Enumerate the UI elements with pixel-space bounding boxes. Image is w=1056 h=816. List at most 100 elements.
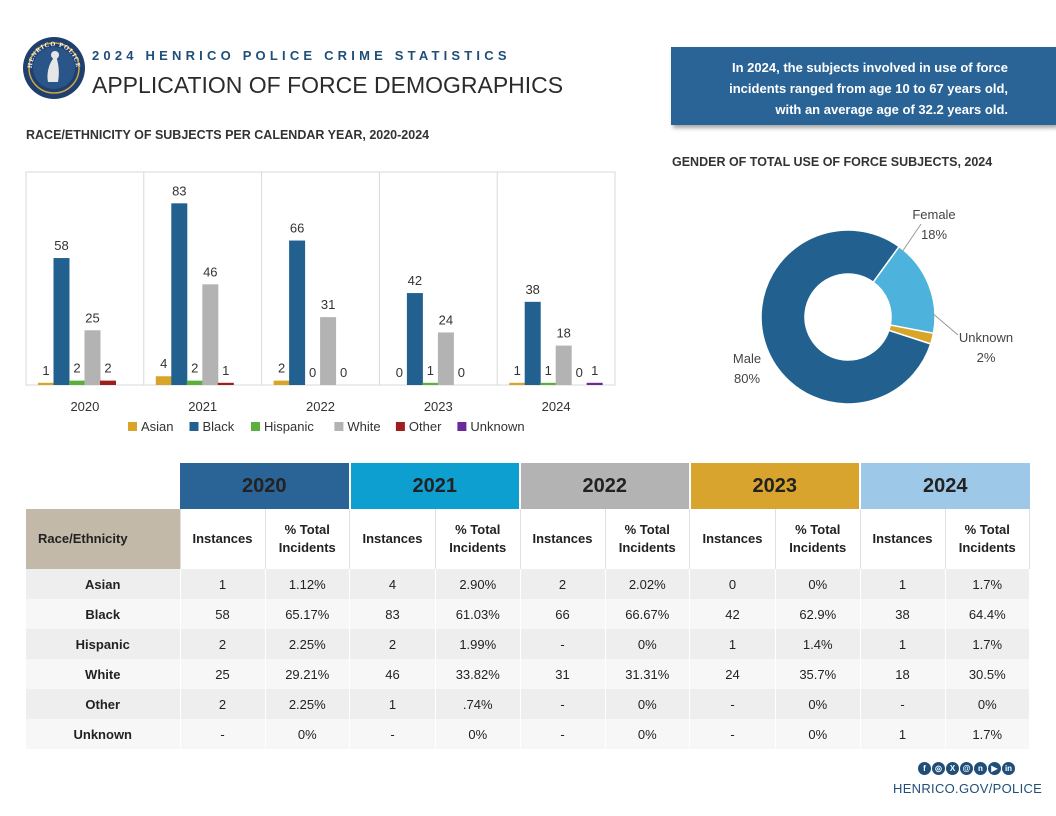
table-cell: 83	[349, 599, 436, 629]
table-cell: -	[689, 719, 776, 749]
bar-value-label: 58	[54, 238, 68, 253]
bar-value-label: 25	[85, 310, 99, 325]
bar-asian-2020	[38, 382, 54, 385]
table-row: Other 2 2.25% 1.74% -0% -0% -0%	[26, 689, 1030, 719]
table-cell: 4	[349, 569, 436, 599]
table-cell: 1.99%	[435, 629, 521, 659]
col-header-pct-total: % Total Incidents	[265, 509, 350, 569]
table-row: Unknown -0% -0% -0% -0% 1 1.7%	[26, 719, 1030, 749]
youtube-icon[interactable]: ▶	[988, 762, 1001, 775]
table-cell: 1.7%	[945, 719, 1030, 749]
table-cell: -	[860, 689, 946, 719]
table-cell: 2.25%	[265, 689, 350, 719]
bar-value-label: 0	[340, 365, 347, 380]
table-cell: 30.5%	[945, 659, 1030, 689]
table-cell: 61.03%	[435, 599, 521, 629]
bar-value-label: 1	[427, 363, 434, 378]
col-header-pct-total: % Total Incidents	[775, 509, 861, 569]
table-cell: -	[689, 689, 776, 719]
website-link[interactable]: HENRICO.GOV/POLICE	[893, 781, 1043, 796]
donut-chart-title: GENDER OF TOTAL USE OF FORCE SUBJECTS, 2…	[672, 155, 993, 169]
x-tick-label: 2023	[424, 399, 453, 414]
leader-line	[930, 311, 959, 336]
table-cell: 62.9%	[775, 599, 861, 629]
bar-value-label: 2	[278, 361, 285, 376]
bar-black-2021	[171, 203, 188, 385]
pct-header-line2: Incidents	[618, 540, 676, 555]
row-label: Other	[26, 689, 181, 719]
year-header-2021: 2021	[349, 463, 521, 509]
donut-pct-male: 80%	[734, 371, 760, 386]
table-cell: 1	[180, 569, 266, 599]
bar-value-label: 18	[556, 326, 570, 341]
table-cell: 1.7%	[945, 629, 1030, 659]
x-tick-label: 2022	[306, 399, 335, 414]
table-cell: 66	[520, 599, 606, 629]
row-label: Black	[26, 599, 181, 629]
table-cell: 18	[860, 659, 946, 689]
table-cell: 0%	[605, 689, 690, 719]
page-title: APPLICATION OF FORCE DEMOGRAPHICS	[92, 72, 564, 98]
bar-white-2021	[202, 284, 219, 385]
table-cell: 0%	[605, 629, 690, 659]
col-header-instances: Instances	[689, 509, 776, 569]
table-cell: 33.82%	[435, 659, 521, 689]
pct-header-line1: % Total	[455, 522, 501, 537]
table-cell: 1	[860, 719, 946, 749]
race-ethnicity-table: 2020 2021 2022 2023 2024 Race/Ethnicity …	[26, 463, 1030, 749]
x-tick-label: 2024	[542, 399, 571, 414]
row-label: Unknown	[26, 719, 181, 749]
table-cell: 1.4%	[775, 629, 861, 659]
bar-value-label: 0	[309, 365, 316, 380]
table-cell: 0%	[775, 689, 861, 719]
legend-swatch	[128, 422, 137, 431]
bar-hispanic-2023	[422, 382, 439, 385]
year-header-row: 2020 2021 2022 2023 2024	[26, 463, 1030, 509]
table-cell: -	[520, 689, 606, 719]
table-cell: 64.4%	[945, 599, 1030, 629]
table-row: Hispanic 2 2.25% 2 1.99% -0% 1 1.4% 1 1.7%	[26, 629, 1030, 659]
facebook-icon[interactable]: f	[918, 762, 931, 775]
legend-swatch	[395, 422, 405, 431]
threads-icon[interactable]: @	[960, 762, 973, 775]
bar-value-label: 46	[203, 264, 217, 279]
instagram-icon[interactable]: ◎	[932, 762, 945, 775]
bar-value-label: 2	[191, 361, 198, 376]
x-tick-label: 2020	[70, 399, 99, 414]
table-cell: 1	[860, 629, 946, 659]
bar-white-2024	[555, 345, 572, 385]
year-header-2020: 2020	[180, 463, 351, 509]
gender-donut-chart: Female 18% Unknown 2% Male 80%	[733, 207, 1013, 405]
legend-swatch	[334, 422, 344, 431]
pct-header-line2: Incidents	[449, 540, 507, 555]
table-row: Asian 1 1.12% 4 2.90% 2 2.02% 0 0% 1 1.7%	[26, 569, 1030, 599]
legend-swatch	[251, 422, 260, 431]
legend-label: Unknown	[470, 419, 524, 434]
bar-hispanic-2020	[69, 380, 85, 385]
table-cell: -	[349, 719, 436, 749]
bar-value-label: 1	[222, 363, 229, 378]
legend-label: Hispanic	[264, 419, 314, 434]
column-header-row: Race/Ethnicity Instances % Total Incidents…	[26, 509, 1030, 569]
pct-header-line1: % Total	[624, 522, 670, 537]
x-tick-label: 2021	[188, 399, 217, 414]
table-cell: 31	[520, 659, 606, 689]
col-header-pct-total: % Total Incidents	[435, 509, 521, 569]
linkedin-icon[interactable]: in	[1002, 762, 1015, 775]
bar-value-label: 31	[321, 297, 335, 312]
legend-label: Black	[203, 419, 235, 434]
legend-label: White	[347, 419, 380, 434]
bar-value-label: 24	[439, 312, 453, 327]
bar-value-label: 0	[396, 365, 403, 380]
table-cell: 2.25%	[265, 629, 350, 659]
x-icon[interactable]: X	[946, 762, 959, 775]
table-corner	[26, 463, 180, 509]
legend-swatch	[457, 422, 467, 431]
bar-value-label: 1	[545, 363, 552, 378]
col-header-instances: Instances	[180, 509, 266, 569]
legend-label: Asian	[141, 419, 174, 434]
donut-label-male: Male	[733, 351, 761, 366]
nextdoor-icon[interactable]: n	[974, 762, 987, 775]
table-cell: -	[520, 719, 606, 749]
bar-hispanic-2021	[186, 380, 203, 385]
